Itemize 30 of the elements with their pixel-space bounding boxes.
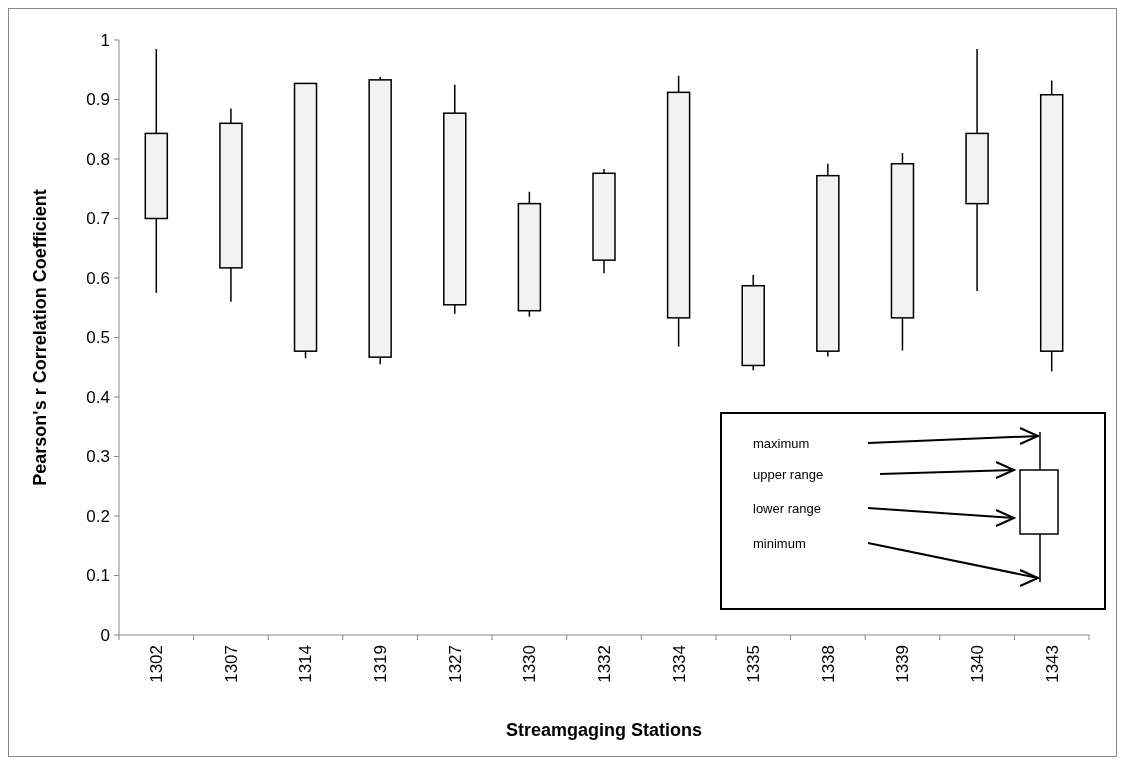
x-tick-label: 1332 (594, 645, 614, 683)
x-tick-label: 1327 (445, 645, 465, 683)
x-tick-label: 1314 (296, 645, 316, 683)
x-tick-label: 1335 (744, 645, 764, 683)
annotation: lower range (753, 500, 821, 516)
y-tick-label: 0.9 (86, 90, 110, 110)
y-tick-label: 0.7 (86, 209, 110, 229)
x-axis-title: Streamgaging Stations (505, 720, 703, 740)
y-tick-label: 0.6 (86, 268, 110, 288)
x-tick-label: 1340 (968, 645, 988, 683)
y-tick-label: 0.2 (86, 506, 110, 526)
x-tick-label: 1302 (147, 645, 167, 683)
y-axis-title: Pearson's r Correlation Coefficient (30, 189, 50, 486)
annotation: upper range (753, 466, 824, 482)
x-tick-label: 1343 (1042, 645, 1062, 683)
x-tick-label: 1338 (818, 645, 838, 683)
y-tick-label: 0.3 (86, 447, 110, 467)
y-tick-label: 0.8 (86, 149, 110, 169)
annotation: maximum (753, 435, 810, 451)
x-tick-label: 1330 (520, 645, 540, 683)
y-tick-label: 1 (100, 30, 110, 50)
y-tick-label: 0.4 (86, 387, 110, 407)
y-tick-label: 0.1 (86, 566, 110, 586)
x-tick-label: 1319 (371, 645, 391, 683)
x-tick-label: 1334 (669, 645, 689, 683)
y-tick-label: 0 (100, 625, 110, 645)
x-tick-label: 1307 (221, 645, 241, 683)
y-tick-label: 0.5 (86, 328, 110, 348)
x-tick-label: 1339 (893, 645, 913, 683)
annotation: minimum (753, 535, 806, 551)
